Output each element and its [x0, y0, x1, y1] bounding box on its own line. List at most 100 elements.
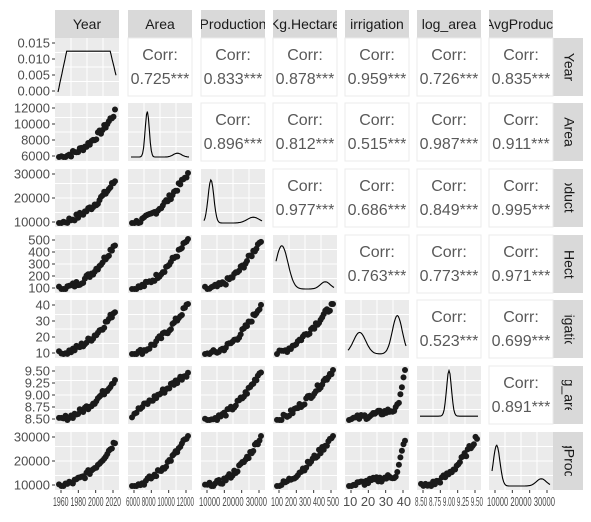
scatter-point [244, 390, 250, 397]
strip-right-kg-hectare: Kg.Hectare [553, 235, 583, 293]
density-panel-area [128, 103, 192, 161]
density-curve [420, 368, 478, 417]
scatter-point [185, 301, 191, 307]
x-tick-label: 8.50 8.75 9.00 9.25 9.50 [415, 494, 483, 509]
scatter-point [185, 433, 191, 439]
scatter-panel-log-area-vs-area [128, 366, 192, 424]
scatter-point [153, 473, 160, 480]
scatter-point [400, 374, 407, 381]
scatter-point [253, 377, 260, 384]
strip-top-label: Production [200, 16, 267, 32]
scatter-point [112, 178, 118, 185]
y-tick-label: 30 [36, 314, 50, 329]
y-tick-label: 8.75 [25, 400, 50, 415]
strip-right-label: Year [561, 53, 577, 82]
corr-value: 0.878*** [276, 71, 335, 88]
density-panel-irrigation [345, 300, 409, 358]
scatter-point [330, 301, 336, 307]
x-tick-label: 6000 8000 10000 12000 [126, 494, 194, 509]
corr-label: Corr: [431, 309, 467, 326]
scatter-point [141, 283, 148, 290]
corr-panel-year-vs-area: Corr: 0.725*** [127, 37, 193, 97]
corr-panel-year-vs-log-area: Corr: 0.726*** [416, 37, 482, 97]
strip-top-logavgproduction: logAvgProduction [466, 10, 575, 38]
corr-panel-year-vs-irrigation: Corr: 0.959*** [344, 37, 410, 97]
y-tick-label: 40 [36, 298, 50, 313]
scatter-point [398, 384, 405, 391]
scatter-point [437, 479, 444, 486]
scatter-point [81, 475, 88, 482]
scatter-point [167, 457, 174, 464]
y-tick-label: 0.010 [17, 52, 50, 67]
y-tick-label: 8.50 [25, 412, 50, 427]
y-tick-label: 300 [28, 257, 50, 272]
corr-value: 0.977*** [276, 202, 335, 219]
y-tick-label: 9.50 [25, 364, 50, 379]
corr-panel-area-vs-log-area: Corr: 0.987*** [416, 102, 482, 162]
scatter-panel-log-area-vs-kg-hectare [273, 366, 337, 424]
scatter-point [244, 323, 250, 330]
corr-panel-area-vs-irrigation: Corr: 0.515*** [344, 102, 410, 162]
scatter-panel-logavgproduction-vs-irrigation [345, 432, 409, 490]
scatter-point [258, 369, 264, 376]
scatter-point [163, 463, 170, 470]
scatter-point [112, 440, 118, 447]
corr-value: 0.699*** [492, 333, 551, 350]
scatter-point [101, 324, 108, 331]
corr-label: Corr: [359, 112, 395, 129]
scatter-point [258, 433, 264, 439]
y-tick-label: 8000 [21, 133, 50, 148]
scatter-point [174, 253, 181, 260]
scatter-point [463, 453, 470, 460]
corr-label: Corr: [287, 112, 323, 129]
scatter-point [470, 441, 477, 448]
density-curve [275, 245, 335, 290]
scatter-point [158, 335, 165, 342]
scatter-point [330, 367, 336, 373]
scatter-point [105, 252, 112, 259]
scatter-panel-production-vs-area [128, 169, 192, 227]
scatter-point [112, 309, 118, 316]
strip-top-label: logAvgProduction [466, 16, 575, 32]
scatter-point [177, 181, 184, 188]
density-panel-production [201, 169, 265, 227]
strip-top-label: Kg.Hectare [270, 16, 340, 32]
scatter-point [248, 253, 255, 260]
corr-panel-irrigation-vs-log-area: Corr: 0.523*** [416, 299, 482, 359]
strip-top-production: Production [200, 10, 267, 38]
strip-top-year: Year [55, 10, 119, 38]
corr-label: Corr: [359, 178, 395, 195]
y-tick-label: 6000 [21, 149, 50, 164]
scatter-panel-log-area-vs-production [201, 366, 265, 424]
corr-value: 0.995*** [492, 202, 551, 219]
scatter-panel-irrigation-vs-year [55, 300, 119, 358]
scatter-point [402, 367, 408, 373]
x-tick-label: 100 200 300 400 500 [271, 494, 339, 509]
corr-value: 0.515*** [348, 136, 407, 153]
corr-value: 0.959*** [348, 71, 407, 88]
corr-value: 0.835*** [492, 71, 551, 88]
corr-value: 0.911*** [492, 136, 550, 153]
strip-top-label: Area [145, 16, 175, 32]
strip-right-production: Production [553, 169, 583, 227]
corr-value: 0.763*** [348, 268, 407, 285]
x-axis-irrigation: 10 20 30 40 [343, 490, 411, 509]
scatter-point [108, 445, 115, 452]
scatter-panel-kg-hectare-vs-area [128, 235, 192, 293]
corr-label: Corr: [503, 112, 539, 129]
scatter-panel-production-vs-year [55, 169, 119, 227]
scatter-point [93, 136, 100, 143]
x-axis-area: 6000 8000 10000 12000 [126, 490, 194, 509]
corr-label: Corr: [503, 375, 539, 392]
scatter-point [323, 442, 330, 449]
corr-value: 0.812*** [276, 136, 335, 153]
density-panel-kg-hectare [273, 235, 337, 293]
scatter-point [178, 312, 185, 318]
scatter-point [222, 281, 229, 288]
scatter-point [326, 307, 333, 314]
corr-label: Corr: [503, 244, 539, 261]
scatter-point [397, 454, 404, 461]
